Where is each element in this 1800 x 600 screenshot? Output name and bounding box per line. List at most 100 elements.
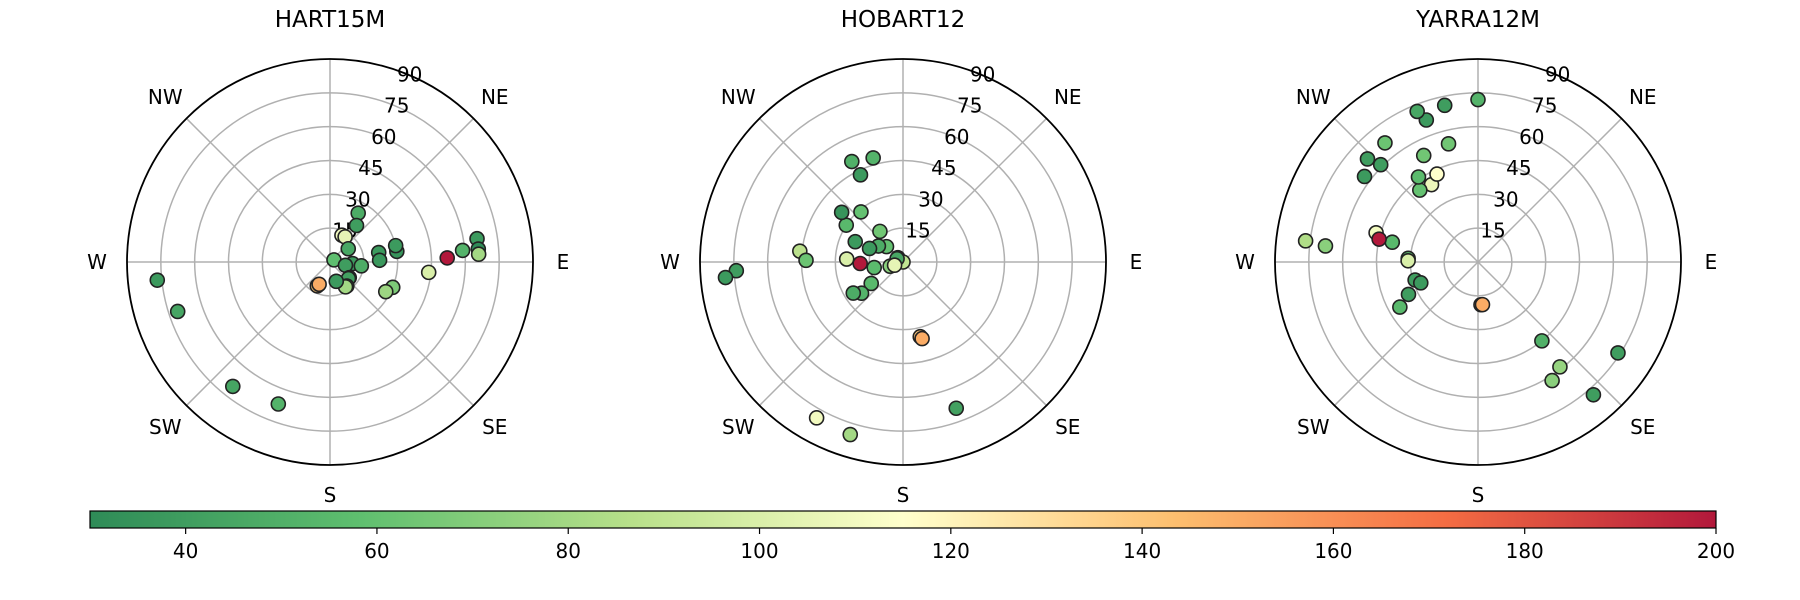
polar-panel-1: HART15M153045607590ENENWWSWSSE bbox=[87, 7, 569, 507]
colorbar-tick-label: 200 bbox=[1697, 539, 1735, 563]
radial-tick-label: 15 bbox=[1480, 219, 1505, 243]
panel-title: HOBART12 bbox=[841, 7, 966, 33]
data-point bbox=[270, 396, 287, 412]
direction-label-s: S bbox=[897, 483, 910, 507]
angular-grid-line bbox=[185, 117, 331, 263]
colorbar-tick-label: 120 bbox=[932, 539, 970, 563]
data-point bbox=[863, 275, 880, 292]
angular-grid-line bbox=[1477, 117, 1623, 263]
data-point bbox=[845, 285, 862, 301]
polar-panel-2: HOBART12 15 30 45 60 75 90 E NE NW W SW S SE bbox=[660, 7, 1142, 507]
radial-tick-label: 45 bbox=[358, 156, 383, 180]
data-point bbox=[328, 273, 345, 290]
angular-grid-line bbox=[185, 261, 331, 407]
radial-tick-label: 30 bbox=[918, 187, 943, 211]
radial-tick-label: 75 bbox=[957, 94, 982, 118]
radial-tick-label: 75 bbox=[1532, 94, 1557, 118]
data-point bbox=[1585, 386, 1602, 403]
data-point bbox=[1392, 299, 1408, 315]
direction-label-e: E bbox=[1130, 250, 1143, 274]
data-point bbox=[853, 204, 869, 220]
data-point bbox=[1552, 359, 1568, 375]
data-point bbox=[1297, 233, 1314, 249]
direction-label-sw: SW bbox=[722, 415, 755, 439]
direction-label-ne: NE bbox=[1629, 85, 1657, 109]
data-point bbox=[1317, 238, 1334, 254]
angular-grid-line bbox=[1477, 261, 1623, 407]
radial-tick-label: 15 bbox=[905, 219, 930, 243]
radial-tick-label: 90 bbox=[970, 62, 995, 86]
data-point bbox=[1400, 286, 1417, 303]
data-point bbox=[717, 269, 734, 286]
data-point bbox=[1474, 296, 1491, 313]
data-point bbox=[1409, 103, 1425, 120]
data-point bbox=[169, 303, 186, 320]
data-point bbox=[311, 276, 327, 293]
data-point bbox=[224, 378, 241, 395]
data-point bbox=[149, 272, 166, 288]
data-point bbox=[1436, 97, 1453, 114]
direction-label-nw: NW bbox=[1296, 85, 1331, 109]
data-point bbox=[348, 217, 365, 234]
radial-tick-label: 60 bbox=[944, 125, 969, 149]
data-point bbox=[1400, 252, 1416, 269]
direction-label-sw: SW bbox=[1297, 415, 1330, 439]
panel-title: HART15M bbox=[275, 7, 386, 33]
data-point bbox=[1429, 166, 1445, 182]
direction-label-w: W bbox=[87, 250, 107, 274]
colorbar-tick-label: 140 bbox=[1123, 539, 1161, 563]
data-point bbox=[470, 246, 487, 263]
data-point bbox=[948, 400, 965, 417]
data-point bbox=[852, 167, 869, 183]
data-point bbox=[1371, 231, 1387, 247]
colorbar-bar bbox=[89, 510, 1717, 529]
direction-label-se: SE bbox=[1055, 415, 1080, 439]
radial-tick-label: 60 bbox=[371, 125, 396, 149]
data-point bbox=[865, 150, 881, 166]
data-point bbox=[1534, 333, 1550, 349]
radial-tick-label: 45 bbox=[1506, 156, 1531, 180]
data-point bbox=[1544, 372, 1560, 389]
direction-label-e: E bbox=[1705, 250, 1718, 274]
direction-label-nw: NW bbox=[148, 85, 183, 109]
colorbar: 40 60 80 100 120 140 160 180 200 bbox=[89, 510, 1735, 563]
radial-tick-label: 60 bbox=[1519, 125, 1544, 149]
data-point bbox=[340, 240, 357, 257]
direction-label-s: S bbox=[324, 483, 337, 507]
data-point bbox=[1412, 182, 1428, 198]
angular-grid-line bbox=[1333, 261, 1479, 407]
direction-label-s: S bbox=[1472, 483, 1485, 507]
direction-label-ne: NE bbox=[1054, 85, 1082, 109]
data-point bbox=[387, 237, 404, 254]
data-point bbox=[842, 426, 859, 443]
data-point bbox=[353, 258, 370, 274]
data-point bbox=[1415, 147, 1432, 164]
data-point bbox=[1372, 156, 1389, 173]
polar-outline bbox=[699, 58, 1107, 466]
data-point bbox=[798, 252, 814, 269]
data-point bbox=[838, 217, 855, 233]
angular-grid-line bbox=[758, 261, 904, 407]
direction-label-se: SE bbox=[482, 415, 507, 439]
data-point bbox=[439, 250, 456, 266]
data-point bbox=[872, 223, 888, 240]
direction-label-w: W bbox=[1235, 250, 1255, 274]
data-point bbox=[833, 204, 850, 221]
polar-outline bbox=[1274, 58, 1682, 466]
direction-label-nw: NW bbox=[721, 85, 756, 109]
angular-grid-line bbox=[1333, 117, 1479, 263]
data-point bbox=[1377, 135, 1393, 151]
colorbar-tick-label: 180 bbox=[1506, 539, 1544, 563]
data-point bbox=[1359, 151, 1376, 167]
data-point bbox=[1610, 345, 1626, 361]
data-point bbox=[886, 257, 903, 274]
polar-outline bbox=[126, 58, 534, 466]
colorbar-tick-label: 40 bbox=[173, 539, 198, 563]
data-point bbox=[454, 242, 471, 259]
colorbar-tick-label: 160 bbox=[1314, 539, 1352, 563]
direction-label-sw: SW bbox=[149, 415, 182, 439]
direction-label-e: E bbox=[557, 250, 570, 274]
angular-grid-line bbox=[902, 261, 1048, 407]
